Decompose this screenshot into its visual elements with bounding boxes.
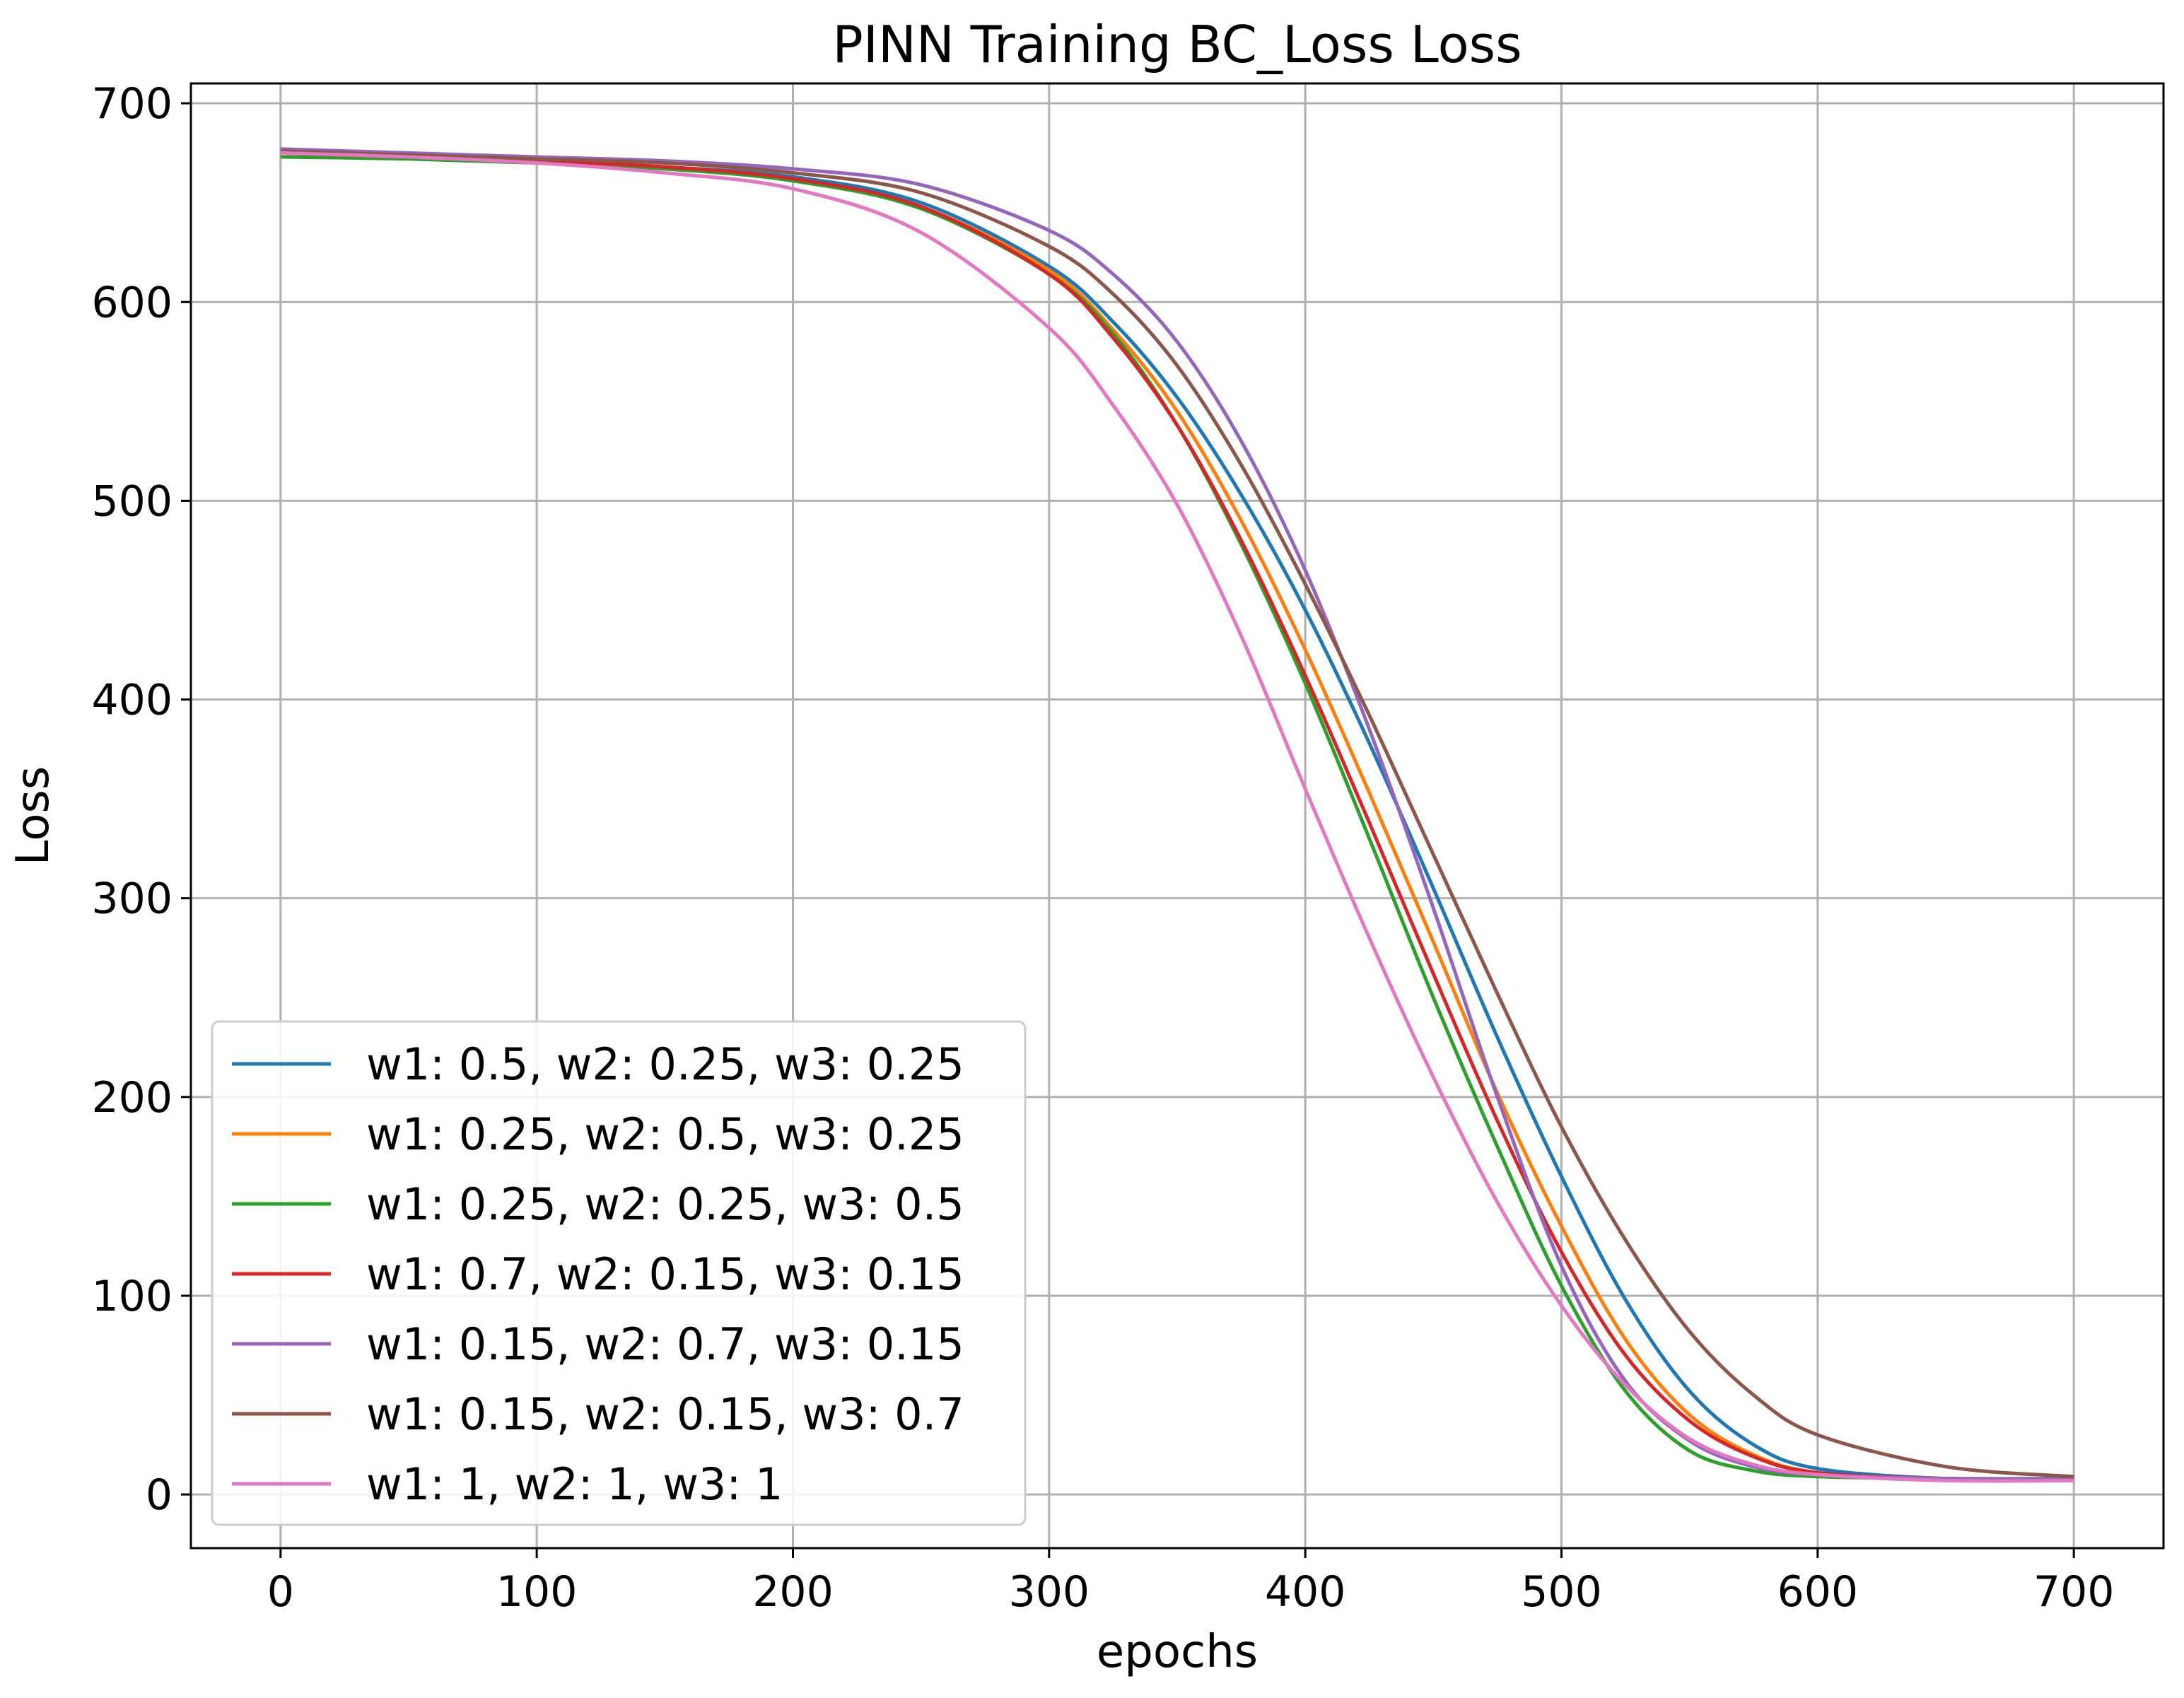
y-tick-label: 300 [91,874,173,924]
y-tick-label: 400 [91,676,173,725]
y-axis-label: Loss [7,766,59,865]
x-tick-label: 600 [1777,1567,1859,1617]
legend-label: w1: 0.25, w2: 0.25, w3: 0.5 [366,1178,964,1230]
legend-label: w1: 0.7, w2: 0.15, w3: 0.15 [366,1248,964,1300]
legend: w1: 0.5, w2: 0.25, w3: 0.25 w1: 0.25, w2:… [211,1020,1027,1526]
series-line-7 [280,151,2074,1483]
y-tick-label: 200 [91,1073,173,1123]
legend-box [211,1020,1027,1526]
x-tick-label: 400 [1265,1567,1346,1617]
y-tick-label: 0 [146,1470,173,1520]
x-axis-label: epochs [1097,1626,1258,1678]
x-tick-label: 500 [1521,1567,1602,1617]
legend-label: w1: 1, w2: 1, w3: 1 [366,1458,783,1510]
y-tick-label: 500 [91,476,173,526]
x-axis-ticks: 0 100 200 300 400 500 600 700 [267,1548,2115,1617]
legend-label: w1: 0.15, w2: 0.15, w3: 0.7 [366,1388,964,1440]
x-tick-label: 200 [752,1567,834,1617]
series-layer [280,147,2074,1483]
series-line-4 [280,151,2074,1481]
x-tick-label: 100 [496,1567,578,1617]
series-line-5 [280,147,2074,1481]
legend-label: w1: 0.25, w2: 0.5, w3: 0.25 [366,1108,964,1160]
x-tick-label: 700 [2033,1567,2115,1617]
chart-title: PINN Training BC_Loss Loss [832,15,1522,74]
x-tick-label: 0 [267,1567,294,1617]
y-tick-label: 600 [91,278,173,327]
x-tick-label: 300 [1009,1567,1090,1617]
legend-label: w1: 0.15, w2: 0.7, w3: 0.15 [366,1318,964,1370]
plot-frame [189,82,2165,1550]
legend-label: w1: 0.5, w2: 0.25, w3: 0.25 [366,1038,964,1090]
y-tick-label: 100 [91,1272,173,1321]
series-line-3 [280,155,2074,1481]
series-line-6 [280,149,2074,1479]
y-tick-label: 700 [91,79,173,129]
y-axis-ticks: 0 100 200 300 400 500 600 700 [91,79,191,1520]
